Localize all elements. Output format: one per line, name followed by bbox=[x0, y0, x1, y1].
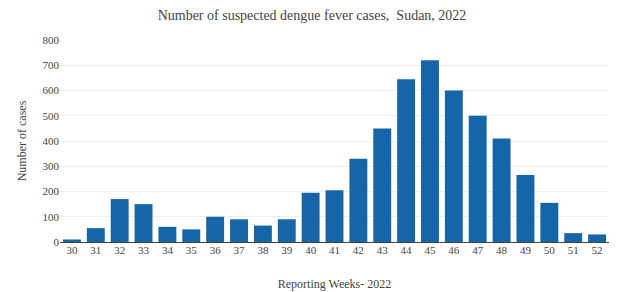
svg-text:37: 37 bbox=[234, 244, 246, 256]
svg-text:30: 30 bbox=[66, 244, 78, 256]
svg-text:Number of suspected dengue fev: Number of suspected dengue fever cases, … bbox=[158, 8, 467, 23]
svg-text:40: 40 bbox=[305, 244, 317, 256]
svg-text:50: 50 bbox=[544, 244, 556, 256]
svg-text:51: 51 bbox=[568, 244, 579, 256]
svg-text:200: 200 bbox=[43, 185, 60, 197]
svg-text:47: 47 bbox=[472, 244, 484, 256]
svg-text:300: 300 bbox=[43, 160, 60, 172]
svg-text:52: 52 bbox=[592, 244, 603, 256]
svg-text:41: 41 bbox=[329, 244, 340, 256]
svg-text:38: 38 bbox=[257, 244, 269, 256]
svg-text:33: 33 bbox=[138, 244, 150, 256]
svg-text:48: 48 bbox=[496, 244, 508, 256]
svg-text:32: 32 bbox=[114, 244, 125, 256]
svg-text:43: 43 bbox=[377, 244, 389, 256]
svg-text:49: 49 bbox=[520, 244, 532, 256]
svg-text:44: 44 bbox=[401, 244, 413, 256]
svg-text:42: 42 bbox=[353, 244, 364, 256]
svg-text:Reporting Weeks- 2022: Reporting Weeks- 2022 bbox=[278, 277, 391, 291]
svg-text:500: 500 bbox=[43, 110, 60, 122]
svg-text:34: 34 bbox=[162, 244, 174, 256]
svg-text:700: 700 bbox=[43, 59, 60, 71]
svg-text:46: 46 bbox=[448, 244, 460, 256]
svg-text:36: 36 bbox=[210, 244, 222, 256]
svg-text:400: 400 bbox=[43, 135, 60, 147]
svg-text:45: 45 bbox=[424, 244, 436, 256]
svg-text:39: 39 bbox=[281, 244, 293, 256]
svg-text:800: 800 bbox=[43, 34, 60, 46]
svg-text:100: 100 bbox=[43, 211, 60, 223]
svg-text:35: 35 bbox=[186, 244, 198, 256]
svg-text:0: 0 bbox=[54, 236, 60, 248]
svg-text:Number of cases: Number of cases bbox=[15, 100, 29, 181]
svg-text:600: 600 bbox=[43, 84, 60, 96]
svg-text:31: 31 bbox=[90, 244, 101, 256]
